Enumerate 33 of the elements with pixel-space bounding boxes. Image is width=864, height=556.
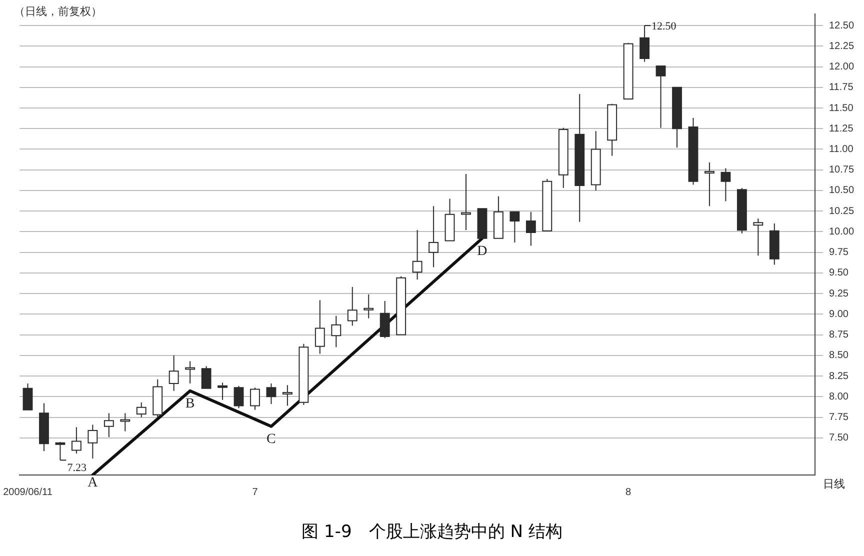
x-tick-label: 2009/06/11 [3,486,53,498]
y-tick-label: 10.75 [828,164,854,176]
y-tick-label: 10.00 [828,226,854,238]
chart-title: （日线，前复权） [14,4,102,19]
y-tick-label: 10.50 [828,185,854,196]
text: A [88,476,99,491]
y-tick-label: 8.50 [828,350,849,362]
x-axis-title: 日线 [822,477,845,490]
y-tick-label: 9.75 [828,247,849,258]
x-tick-label: 7 [252,486,258,498]
y-tick-label: 12.50 [828,20,854,32]
y-tick-label: 12.25 [828,40,854,52]
x-tick-label: 8 [626,486,632,498]
y-tick-label: 11.00 [828,144,854,155]
y-tick-label: 8.25 [828,370,849,382]
annotation: C [266,432,276,448]
annotation: B [185,396,195,412]
y-tick-label: 12.00 [828,62,854,73]
y-tick-label: 9.50 [828,268,849,279]
annotation: D [477,244,488,259]
y-tick-label: 10.25 [828,206,854,217]
caption: 图 1-9 个股上涨趋势中的 N 结构 [300,521,564,543]
annotation: 7.23 [67,462,87,474]
y-tick-label: 9.00 [828,308,849,320]
y-tick-label: 8.00 [828,391,849,402]
y-tick-label: 11.50 [828,102,854,114]
y-tick-label: 11.75 [828,82,854,94]
y-tick-label: 7.75 [828,412,849,424]
y-tick-label: 9.25 [828,288,849,300]
annotation: 12.50 [652,20,677,32]
y-tick-label: 8.75 [828,330,849,341]
y-tick-label: 11.25 [828,123,854,134]
y-tick-label: 7.50 [828,432,849,444]
